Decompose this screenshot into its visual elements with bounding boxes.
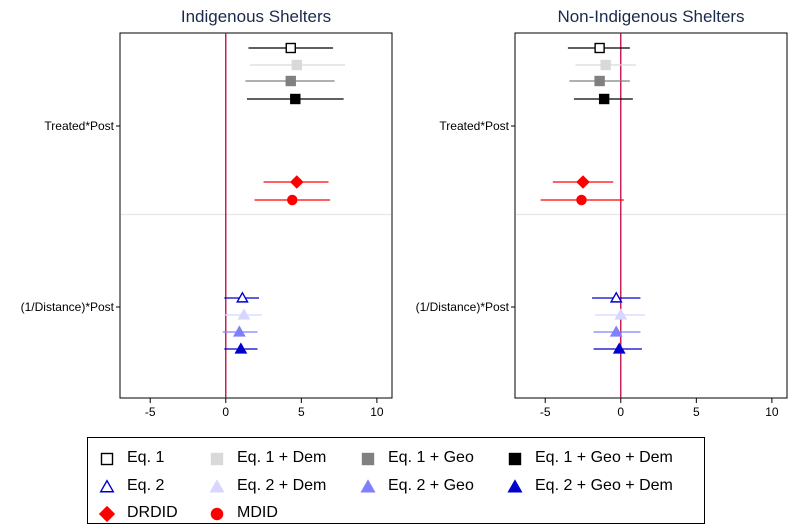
legend-label: DRDID [127,504,178,521]
square-marker-icon [508,452,522,466]
legend-label: Eq. 2 + Geo [388,477,474,494]
x-tick-label: 0 [617,405,624,419]
legend-marker [100,452,114,466]
x-tick-label: 10 [765,405,779,419]
circle-marker-icon [210,507,224,521]
plot-frame [119,32,393,399]
category-label: (1/Distance)*Post [416,300,510,314]
legend-marker [507,479,523,493]
legend: Eq. 1 Eq. 1 + Dem Eq. 1 + Geo Eq. 1 + Geo +… [87,437,705,524]
square-marker-icon [361,452,375,466]
legend-marker [361,452,375,466]
legend-label: Eq. 2 + Dem [237,477,327,494]
legend-label: Eq. 1 [127,449,165,466]
point-estimate [594,75,605,87]
legend-item: Eq. 2 + Geo + Dem [505,475,673,497]
point-estimate [594,42,605,54]
point-estimate [598,93,610,105]
legend-item: DRDID [97,502,178,524]
legend-label: Eq. 2 [127,477,165,494]
legend-item: Eq. 2 [97,475,164,497]
legend-label: Eq. 1 + Geo + Dem [535,449,673,466]
point-estimate [285,75,296,87]
point-estimate [600,59,611,71]
legend-label: Eq. 1 + Dem [237,449,327,466]
point-estimate [576,194,587,206]
panel-title: Indigenous Shelters [181,7,331,26]
legend-item: Eq. 1 + Dem [207,447,326,469]
panel-1: Indigenous Shelters -5 0 5 10 Treated*Post (1/… [21,7,393,419]
legend-item: Eq. 1 + Geo [358,447,474,469]
legend-label: MDID [237,504,278,521]
x-tick-label: 10 [370,405,384,419]
x-tick-label: 0 [222,405,229,419]
point-estimate [236,291,249,303]
x-tick-label: -5 [540,405,551,419]
triangle-marker-icon [360,479,376,493]
panel-2: Non-Indigenous Shelters -5 0 5 10 Treated*Pos… [416,7,788,419]
category-label: Treated*Post [439,119,509,133]
legend-label: Eq. 1 + Geo [388,449,474,466]
legend-item: Eq. 1 [97,447,164,469]
category-label: Treated*Post [44,119,114,133]
coefficient-plot-canvas: Indigenous Shelters -5 0 5 10 Treated*Post (1/… [21,7,788,419]
square-open-marker-icon [100,452,114,466]
point-estimate [291,59,302,71]
point-estimate [234,342,248,354]
triangle-open-marker-icon [99,479,115,493]
point-estimate [290,175,304,189]
point-estimate [290,93,301,105]
legend-item: Eq. 2 + Dem [207,475,326,497]
point-estimate [614,308,628,320]
legend-marker [99,479,115,493]
point-estimate [287,194,298,206]
x-tick-label: -5 [145,405,156,419]
legend-marker [98,505,116,523]
triangle-marker-icon [209,479,225,493]
legend-marker [210,452,224,466]
triangle-marker-icon [507,479,523,493]
point-estimate [237,308,251,320]
x-tick-label: 5 [693,405,700,419]
point-estimate [576,175,590,189]
point-estimate [612,342,626,354]
point-estimate [609,325,623,337]
legend-label: Eq. 2 + Geo + Dem [535,477,673,494]
legend-marker [210,507,224,521]
category-label: (1/Distance)*Post [21,300,115,314]
point-estimate [285,42,296,54]
legend-marker [508,452,522,466]
x-tick-label: 5 [298,405,305,419]
plot-frame [514,32,788,399]
diamond-marker-icon [98,505,116,523]
point-estimate [609,291,623,303]
panel-title: Non-Indigenous Shelters [557,7,744,26]
legend-marker [209,479,225,493]
point-estimate [232,325,246,337]
square-marker-icon [210,452,224,466]
legend-item: MDID [207,502,278,524]
legend-item: Eq. 2 + Geo [358,475,474,497]
legend-marker [360,479,376,493]
legend-item: Eq. 1 + Geo + Dem [505,447,673,469]
